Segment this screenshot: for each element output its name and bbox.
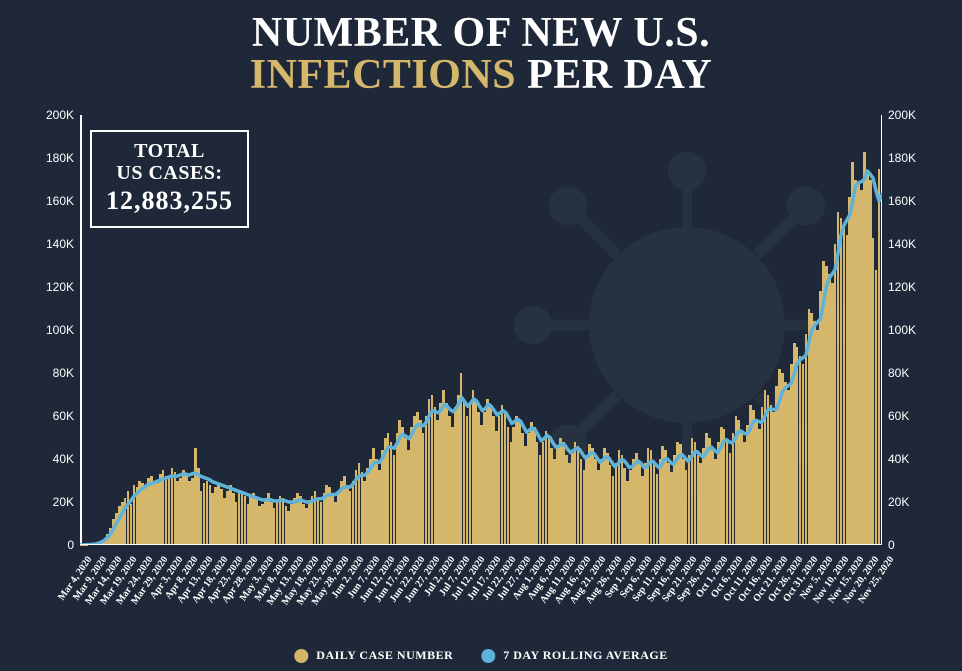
ytick-right: 100K [888, 324, 916, 336]
plot-area [80, 115, 882, 545]
x-axis-line [80, 544, 882, 546]
ytick-left: 60K [53, 410, 74, 422]
ytick-left: 200K [46, 109, 74, 121]
ytick-left: 40K [53, 453, 74, 465]
ytick-right: 20K [888, 496, 909, 508]
ytick-right: 160K [888, 195, 916, 207]
legend-line-swatch [481, 649, 495, 663]
ytick-left: 0 [67, 539, 74, 551]
bars-container [80, 115, 882, 545]
legend-bar-label: DAILY CASE NUMBER [316, 648, 453, 663]
chart-title: NUMBER OF NEW U.S. INFECTIONS PER DAY [250, 12, 713, 96]
ytick-left: 160K [46, 195, 74, 207]
legend-bar-swatch [294, 649, 308, 663]
legend-avg: 7 DAY ROLLING AVERAGE [481, 648, 667, 663]
ytick-right: 40K [888, 453, 909, 465]
bar [878, 169, 881, 545]
ytick-left: 120K [46, 281, 74, 293]
ytick-right: 200K [888, 109, 916, 121]
legend-line-label: 7 DAY ROLLING AVERAGE [503, 648, 667, 663]
title-part-1: NUMBER OF NEW U.S. [252, 10, 710, 56]
ytick-right: 80K [888, 367, 909, 379]
ytick-left: 80K [53, 367, 74, 379]
ytick-left: 140K [46, 238, 74, 250]
chart: DAILY CASE NUMBER 7 DAY ROLLING AVERAGE … [35, 115, 927, 545]
ytick-right: 0 [888, 539, 895, 551]
ytick-right: 180K [888, 152, 916, 164]
ytick-right: 140K [888, 238, 916, 250]
legend-daily: DAILY CASE NUMBER [294, 648, 453, 663]
y-axis-right: 020K40K60K80K100K120K140K160K180K200K [882, 115, 927, 545]
title-part-2: INFECTIONS [250, 52, 516, 98]
ytick-left: 180K [46, 152, 74, 164]
ytick-left: 20K [53, 496, 74, 508]
ytick-right: 120K [888, 281, 916, 293]
title-part-3: PER DAY [516, 52, 712, 98]
y-axis-left: 020K40K60K80K100K120K140K160K180K200K [35, 115, 80, 545]
legend: DAILY CASE NUMBER 7 DAY ROLLING AVERAGE [294, 648, 667, 663]
ytick-left: 100K [46, 324, 74, 336]
ytick-right: 60K [888, 410, 909, 422]
x-axis-labels: Mar 4, 2020Mar 9, 2020Mar 14, 2020Mar 19… [80, 547, 882, 637]
